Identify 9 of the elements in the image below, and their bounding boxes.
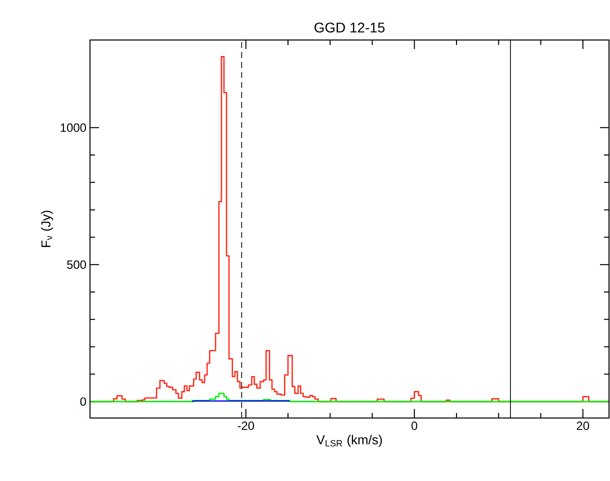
x-tick-label: 0 [412,422,418,430]
y-tick-label: 500 [67,260,86,269]
y-tick-label: 0 [80,397,86,406]
x-axis-title: V$_{LSR}$ (km/s) [316,434,382,447]
chart-title: GGD 12-15 [314,22,385,32]
y-tick-label: 1000 [60,123,86,132]
y-axis-title: F$_{ν}$ (Jy) [40,210,54,247]
x-tick-label: 20 [576,422,590,430]
x-tick-label: -20 [238,422,254,430]
